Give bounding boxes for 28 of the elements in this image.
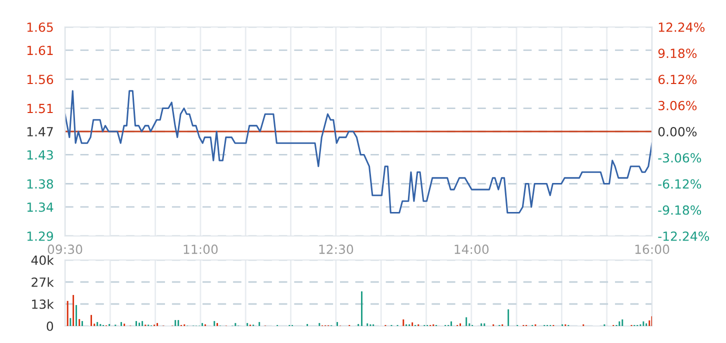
y-tick-label: 1.51 [27, 104, 53, 114]
y2-tick-label: 6.12% [658, 74, 697, 84]
x-tick-label: 11:00 [184, 244, 218, 254]
y2-tick-label: 12.24% [658, 22, 705, 32]
x-tick-label: 12:30 [319, 244, 354, 254]
y-tick-label: 1.29 [27, 231, 54, 241]
x-tick-label: 09:30 [48, 244, 82, 254]
y-tick-label: 13k [32, 299, 54, 309]
y2-tick-label: -9.18% [658, 205, 702, 215]
y-tick-label: 1.34 [27, 202, 54, 212]
y-tick-label: 1.38 [27, 179, 54, 189]
y-tick-label: 1.61 [27, 46, 53, 56]
y-tick-label: 0 [46, 321, 54, 331]
y-tick-label: 1.43 [27, 150, 53, 160]
x-tick-label: 16:00 [635, 244, 670, 254]
y2-tick-label: -3.06% [658, 153, 702, 163]
x-tick-label: 14:00 [454, 244, 489, 254]
y2-tick-label: 0.00% [658, 126, 697, 136]
y-tick-label: 27k [32, 277, 54, 287]
y-tick-label: 40k [31, 255, 54, 265]
y-tick-label: 1.47 [27, 127, 53, 136]
y2-tick-label: -6.12% [658, 179, 702, 189]
y-tick-label: 1.56 [27, 74, 54, 84]
y2-tick-label: 9.18% [658, 48, 697, 58]
y-tick-label: 1.65 [27, 22, 53, 32]
line-series [65, 90, 652, 214]
y2-tick-label: -12.24% [658, 231, 710, 241]
y2-tick-label: 3.06% [658, 100, 697, 110]
